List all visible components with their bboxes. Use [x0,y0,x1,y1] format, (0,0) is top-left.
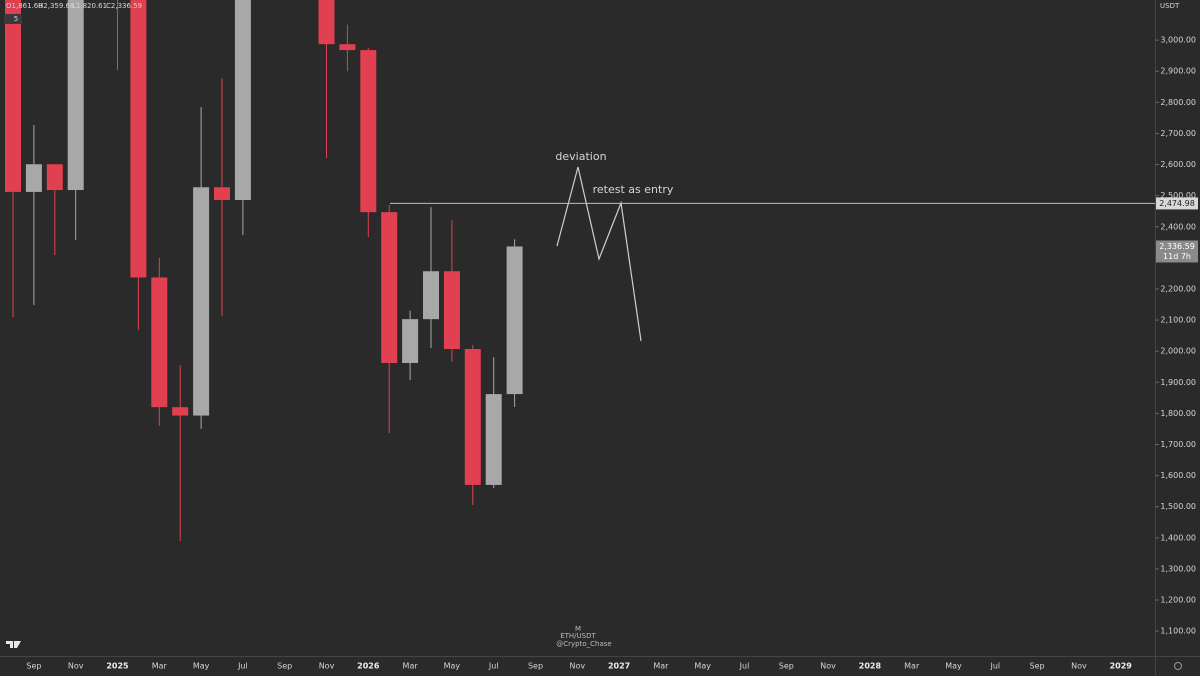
y-tick-label: 2,600.00 [1160,160,1196,169]
x-tick-label: Jul [989,662,1000,671]
x-tick-label: Mar [403,662,419,671]
y-tick-label: 1,700.00 [1160,440,1196,449]
ohlc-low: L1,820.61 [72,2,107,10]
candle-body [464,348,481,485]
x-tick-label: Mar [653,662,669,671]
y-tick-label: 2,400.00 [1160,222,1196,231]
x-tick-label: 2026 [357,662,380,671]
x-tick-label: Jul [237,662,248,671]
y-tick-label: 2,100.00 [1160,316,1196,325]
y-tick-label: 2,900.00 [1160,67,1196,76]
candle-body [25,164,42,192]
level-label: 2,474.98 [1159,199,1195,208]
x-tick-label: 2025 [106,662,129,671]
y-tick-label: 1,400.00 [1160,533,1196,542]
candle-body [5,0,21,192]
candle-body [423,271,439,320]
x-tick-label: Nov [569,662,585,671]
y-tick-label: 1,300.00 [1160,564,1196,573]
y-tick-label: 2,500.00 [1160,191,1196,200]
x-tick-label: Nov [820,662,836,671]
x-tick-label: 2029 [1110,662,1133,671]
candle-body [318,0,335,45]
candle-body [151,277,168,408]
y-tick-label: 3,000.00 [1160,36,1196,45]
y-tick-label: 1,600.00 [1160,471,1196,480]
y-tick-label: 2,800.00 [1160,98,1196,107]
candle-body [381,212,398,363]
x-tick-label: Nov [319,662,335,671]
plot-area [5,0,523,541]
annotation: deviation [555,150,606,163]
logo[interactable] [6,641,21,648]
watermark: ETH/USDT [560,632,596,640]
x-tick-label: Nov [68,662,84,671]
countdown: 11d 7h [1163,252,1191,261]
candle-body [485,394,502,485]
interval-pill[interactable] [4,14,22,24]
x-tick-label: Sep [528,662,543,671]
x-tick-label: May [444,662,461,671]
x-tick-label: Sep [779,662,794,671]
drawing-path [556,166,642,342]
y-tick-label: 2,700.00 [1160,129,1196,138]
x-tick-label: Jul [739,662,750,671]
candle-body [193,187,210,416]
watermark: @Crypto_Chase [556,640,611,648]
candle-body [67,0,84,191]
y-tick-label: 2,000.00 [1160,347,1196,356]
x-tick-label: Jul [488,662,499,671]
watermark: M [575,625,581,633]
candle-body [360,50,377,213]
ohlc-close: C2,336.59 [106,2,142,10]
candle-body [130,0,147,278]
ohlc-open: O1,861.68 [6,2,43,10]
candle-body [506,246,523,395]
ohlc-high: H2,359.68 [38,2,74,10]
x-tick-label: Mar [904,662,920,671]
x-tick-label: Sep [26,662,41,671]
x-tick-label: May [694,662,711,671]
x-tick-label: Mar [152,662,168,671]
y-tick-label: 1,900.00 [1160,378,1196,387]
x-tick-label: Nov [1071,662,1087,671]
y-tick-label: 1,200.00 [1160,596,1196,605]
x-tick-label: 2027 [608,662,630,671]
x-tick-label: May [945,662,962,671]
level-label-bg [1156,197,1198,210]
y-tick-label: 2,200.00 [1160,284,1196,293]
candle-body [234,0,251,201]
settings-icon[interactable] [1174,662,1182,670]
candle-body [339,44,356,51]
y-tick-label: 1,500.00 [1160,502,1196,511]
x-tick-label: Sep [277,662,292,671]
x-tick-label: May [193,662,210,671]
candle-body [443,271,460,349]
annotation: retest as entry [593,183,674,196]
currency[interactable]: USDT [1160,2,1180,10]
x-tick-label: 2028 [859,662,882,671]
last-price-label: 2,336.59 [1159,242,1195,251]
y-tick-label: 1,100.00 [1160,627,1196,636]
candle-body [46,164,63,191]
y-tick-label: 1,800.00 [1160,409,1196,418]
candle-body [402,319,419,363]
last-price-bg [1156,240,1198,263]
candle-body [214,187,230,201]
interval-badge[interactable]: 5 [14,15,18,23]
x-tick-label: Sep [1030,662,1045,671]
candle-body [172,407,189,416]
